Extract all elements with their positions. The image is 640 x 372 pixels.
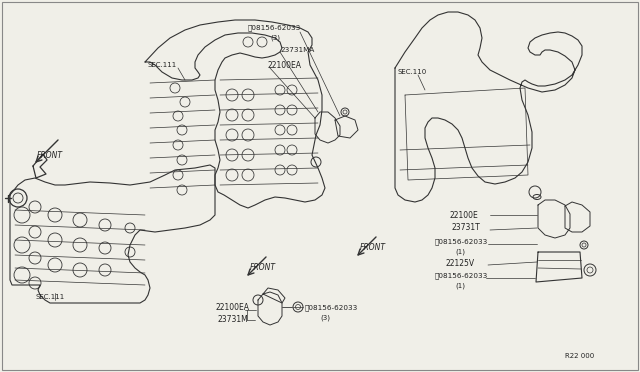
Text: (3): (3): [320, 315, 330, 321]
Text: 23731M: 23731M: [217, 315, 248, 324]
Text: FRONT: FRONT: [250, 263, 276, 273]
Text: Ⓑ08156-62033: Ⓑ08156-62033: [248, 25, 301, 31]
Text: 22100EA: 22100EA: [215, 304, 249, 312]
Text: 22100E: 22100E: [450, 211, 479, 219]
Text: FRONT: FRONT: [37, 151, 63, 160]
Text: 23731MA: 23731MA: [280, 47, 314, 53]
Text: SEC.111: SEC.111: [35, 294, 64, 300]
Text: R22 000: R22 000: [565, 353, 595, 359]
Text: (3): (3): [270, 35, 280, 41]
Text: 23731T: 23731T: [452, 224, 481, 232]
Text: Ⓑ08156-62033: Ⓑ08156-62033: [435, 273, 488, 279]
Text: Ⓑ08156-62033: Ⓑ08156-62033: [305, 305, 358, 311]
Text: Ⓑ08156-62033: Ⓑ08156-62033: [435, 239, 488, 245]
Text: 22100EA: 22100EA: [268, 61, 302, 70]
Text: SEC.111: SEC.111: [148, 62, 177, 68]
Text: (1): (1): [455, 249, 465, 255]
Text: SEC.110: SEC.110: [398, 69, 428, 75]
Text: FRONT: FRONT: [360, 244, 386, 253]
Text: 22125V: 22125V: [445, 260, 474, 269]
Text: (1): (1): [455, 283, 465, 289]
